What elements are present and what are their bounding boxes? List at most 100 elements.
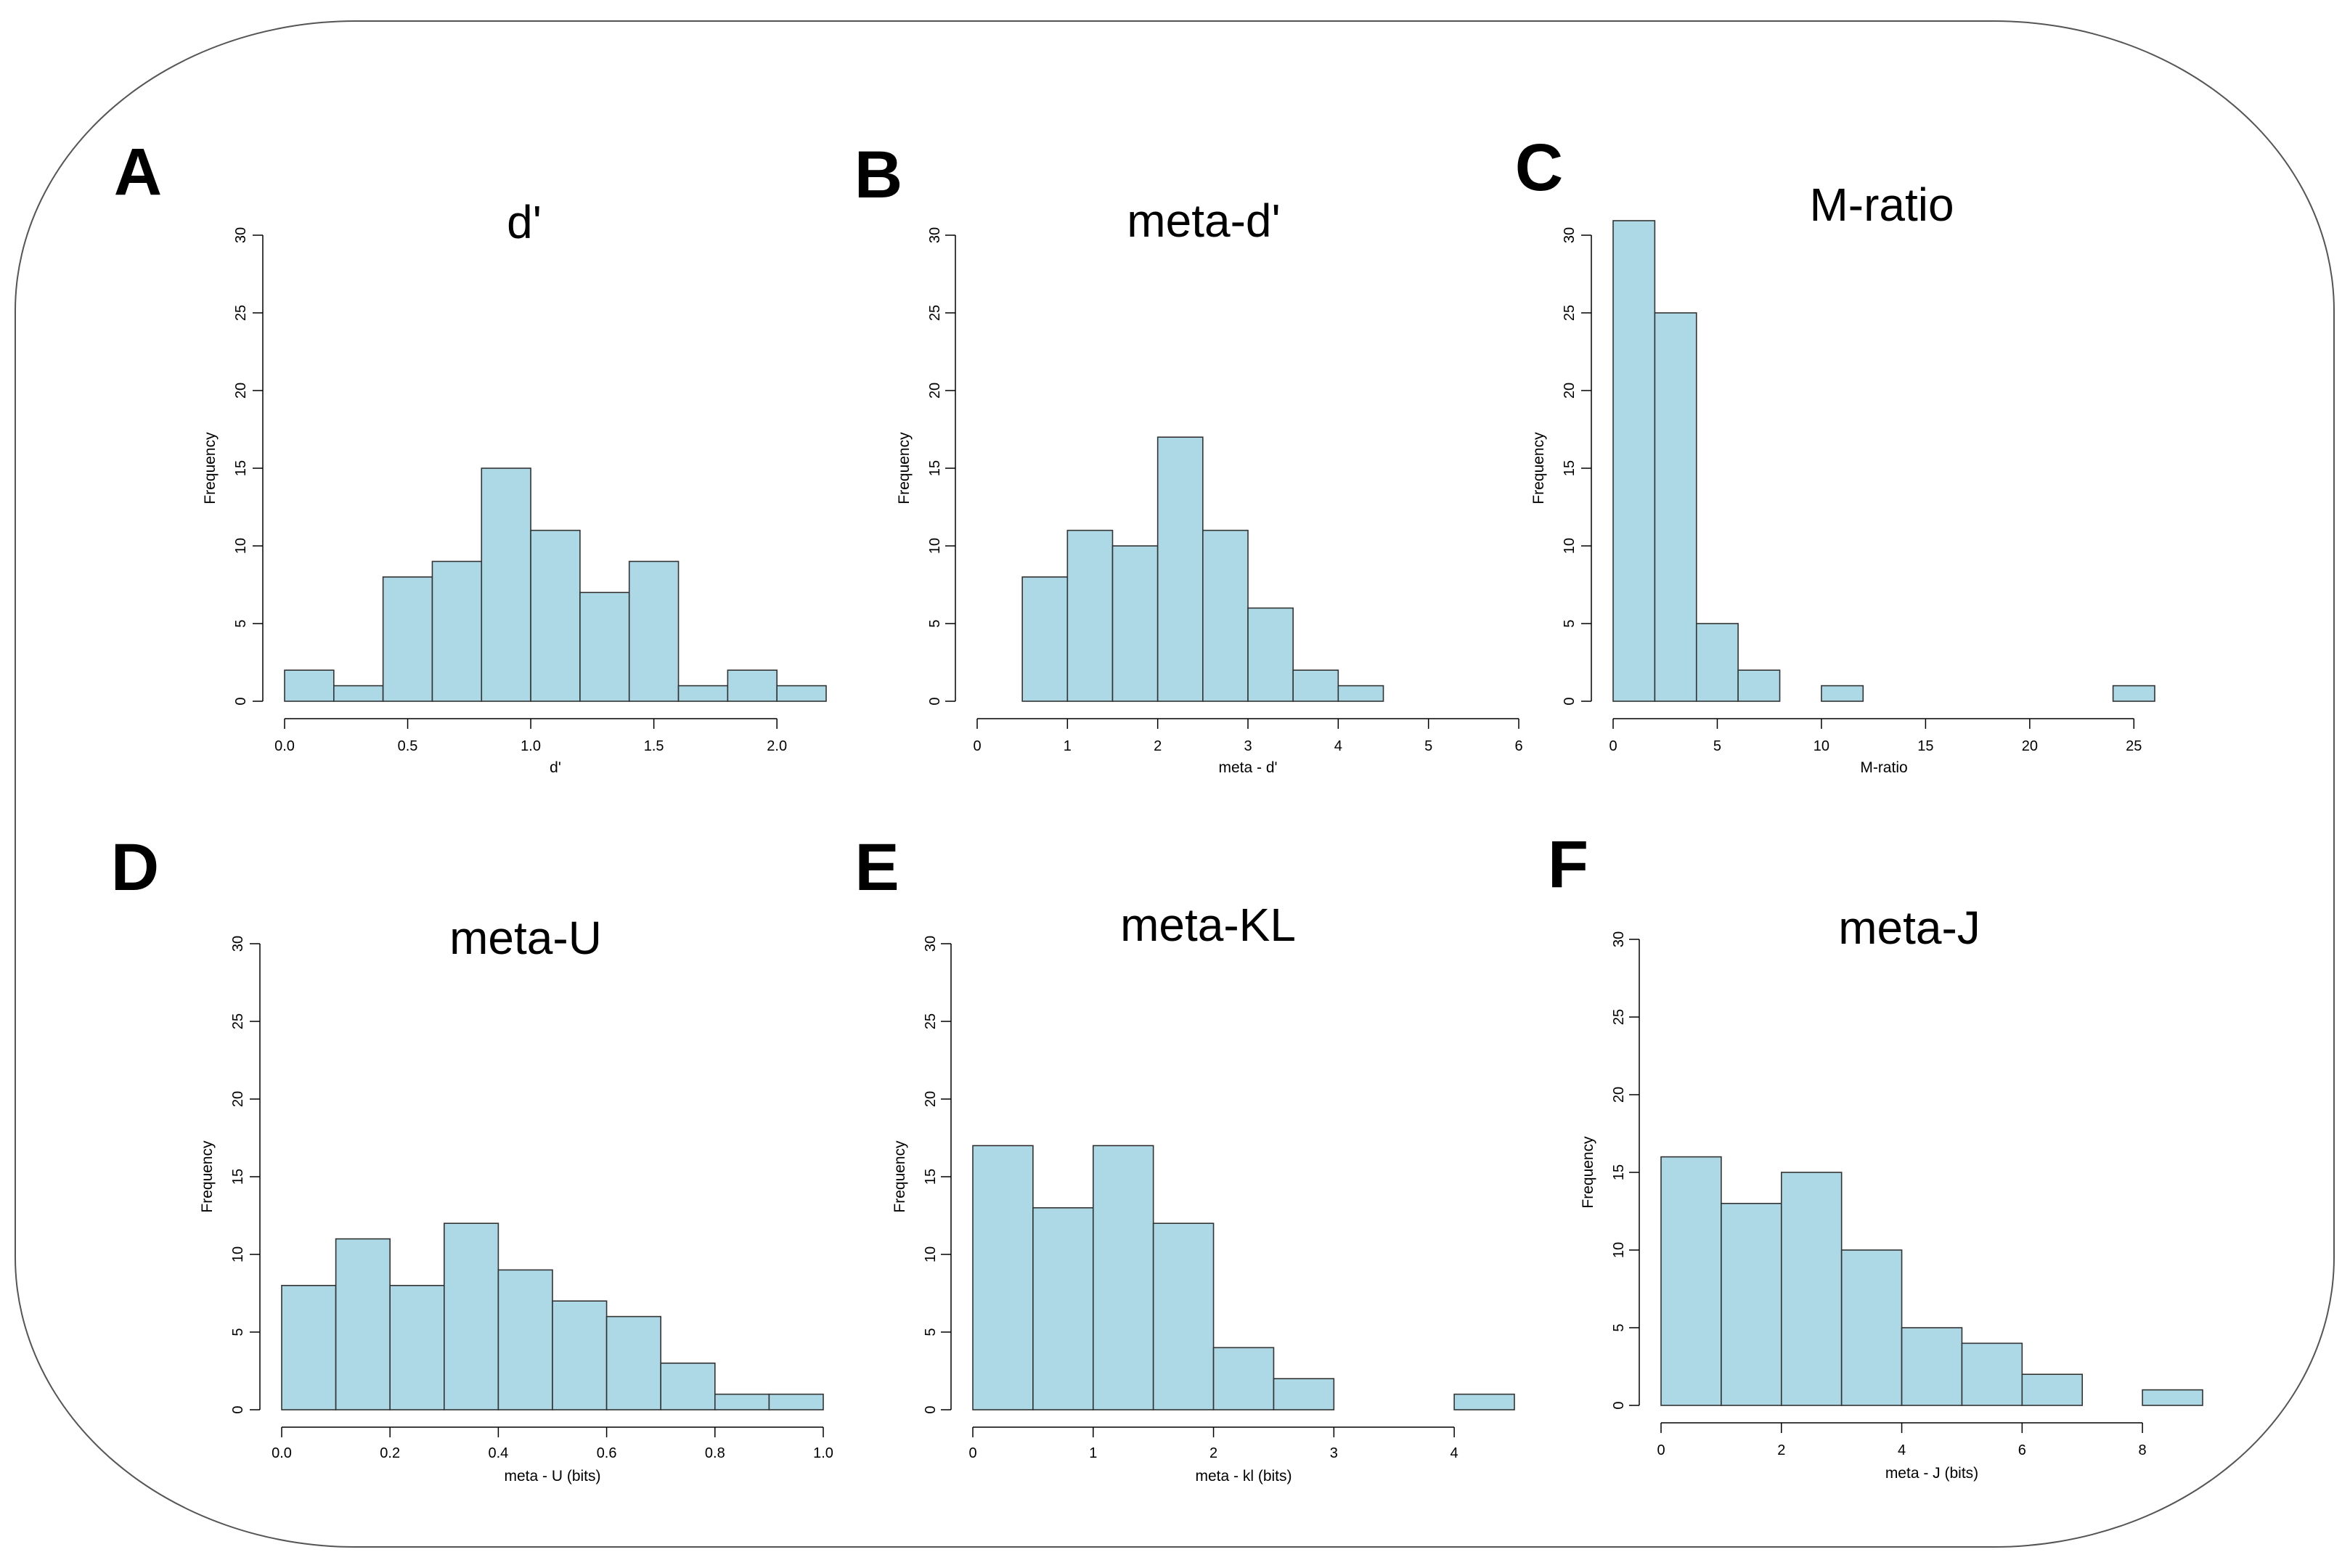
histogram-bar [443, 1222, 499, 1410]
histogram-bar [605, 1315, 661, 1410]
histogram-bar [714, 1393, 770, 1410]
histogram-bar [1695, 623, 1739, 702]
histogram-bar [530, 529, 581, 702]
x-tick-label: 2 [1777, 1442, 1785, 1458]
x-axis-label: meta - U (bits) [504, 1468, 600, 1485]
histogram-bar [389, 1285, 445, 1410]
panel-a: Ad' 0 5 10 15 20 25 30 Frequency 0.0 0.5 1.0 1.5 2.0 d… [114, 135, 827, 776]
y-tick-label: 10 [923, 1246, 939, 1262]
histogram-bar [628, 560, 680, 702]
y-axis-label: Frequency [1530, 432, 1547, 505]
y-tick-label: 0 [230, 1405, 246, 1413]
x-tick-label: 1 [1089, 1445, 1097, 1461]
x-tick-label: 3 [1244, 738, 1252, 754]
y-tick-label: 25 [923, 1013, 939, 1029]
y-tick-label: 25 [1562, 305, 1578, 321]
histogram-bar [1721, 1203, 1782, 1406]
x-tick-label: 5 [1424, 738, 1432, 754]
y-tick-label: 20 [923, 1091, 939, 1107]
x-axis-label: M-ratio [1860, 759, 1907, 776]
histogram-bar [481, 467, 531, 702]
histogram-bar [552, 1300, 608, 1410]
x-tick-label: 4 [1451, 1445, 1458, 1461]
panel-letter: A [114, 135, 162, 209]
histogram-bar [579, 592, 630, 702]
y-tick-label: 5 [1562, 619, 1578, 627]
histogram-bar [1152, 1222, 1215, 1410]
x-axis-label: meta - d' [1218, 759, 1277, 776]
chart-title: meta-J [1838, 902, 1980, 954]
histogram-bar [497, 1269, 553, 1410]
y-tick-label: 30 [927, 227, 943, 243]
y-tick-label: 30 [1611, 931, 1627, 947]
histogram-bar [1292, 669, 1339, 702]
histogram-bar [1247, 607, 1294, 702]
x-tick-label: 6 [2018, 1442, 2026, 1458]
y-tick-label: 15 [1611, 1164, 1627, 1180]
x-tick-label: 5 [1713, 738, 1721, 754]
y-tick-label: 10 [230, 1246, 246, 1262]
y-tick-label: 5 [233, 619, 249, 627]
chart-title: M-ratio [1809, 179, 1954, 231]
y-tick-label: 5 [230, 1328, 246, 1336]
histogram-bar [1273, 1378, 1335, 1410]
histogram-bar [1821, 685, 1864, 702]
y-axis-label: Frequency [1580, 1136, 1596, 1209]
y-tick-label: 25 [233, 305, 249, 321]
x-tick-label: 0.2 [380, 1445, 400, 1461]
histogram-bar [768, 1393, 824, 1410]
histogram-bar [677, 685, 729, 702]
x-tick-label: 0.0 [274, 738, 295, 754]
y-tick-label: 20 [233, 383, 249, 399]
histogram-bar [1111, 545, 1159, 702]
histogram-bar [1840, 1249, 1903, 1406]
histogram-bar [382, 576, 433, 702]
histogram-bar [1212, 1347, 1275, 1410]
y-tick-label: 15 [927, 460, 943, 476]
y-tick-label: 10 [1562, 538, 1578, 554]
chart-title: meta-KL [1120, 899, 1296, 951]
y-tick-label: 15 [1562, 460, 1578, 476]
histogram-bar [1961, 1342, 2023, 1406]
x-tick-label: 10 [1814, 738, 1829, 754]
y-tick-label: 20 [230, 1091, 246, 1107]
panel-letter: D [111, 830, 159, 905]
chart-title: d' [507, 196, 542, 248]
x-tick-label: 8 [2139, 1442, 2147, 1458]
x-tick-label: 2 [1209, 1445, 1217, 1461]
y-tick-label: 30 [1562, 227, 1578, 243]
x-tick-label: 1.0 [813, 1445, 833, 1461]
chart-title: meta-U [449, 912, 602, 964]
y-tick-label: 5 [1611, 1323, 1627, 1331]
figure-frame [15, 20, 2335, 1548]
y-tick-label: 15 [923, 1169, 939, 1185]
histogram-bar [776, 685, 827, 702]
histogram-bar [727, 669, 778, 702]
x-tick-label: 0.6 [597, 1445, 617, 1461]
histogram-bar [1660, 1156, 1722, 1406]
histogram-bar [1156, 436, 1204, 702]
x-tick-label: 25 [2126, 738, 2142, 754]
histogram-bar [1021, 576, 1069, 702]
histogram-bar [2112, 685, 2155, 702]
chart-title: meta-d' [1127, 195, 1280, 247]
y-axis-label: Frequency [199, 1140, 216, 1213]
y-tick-label: 20 [927, 383, 943, 399]
y-axis-label: Frequency [896, 432, 913, 505]
y-axis-label: Frequency [202, 432, 219, 505]
x-tick-label: 1.5 [644, 738, 664, 754]
y-tick-label: 15 [233, 460, 249, 476]
histogram-bar [1337, 685, 1384, 702]
y-tick-label: 0 [923, 1405, 939, 1413]
histogram-bar [1780, 1172, 1843, 1406]
histogram-bar [1453, 1393, 1515, 1410]
x-tick-label: 0 [1657, 1442, 1665, 1458]
histogram-bar [1612, 220, 1656, 702]
y-axis-label: Frequency [892, 1140, 908, 1213]
x-tick-label: 4 [1898, 1442, 1906, 1458]
y-tick-label: 30 [230, 936, 246, 952]
x-axis-label: d' [550, 759, 561, 776]
y-tick-label: 10 [233, 538, 249, 554]
